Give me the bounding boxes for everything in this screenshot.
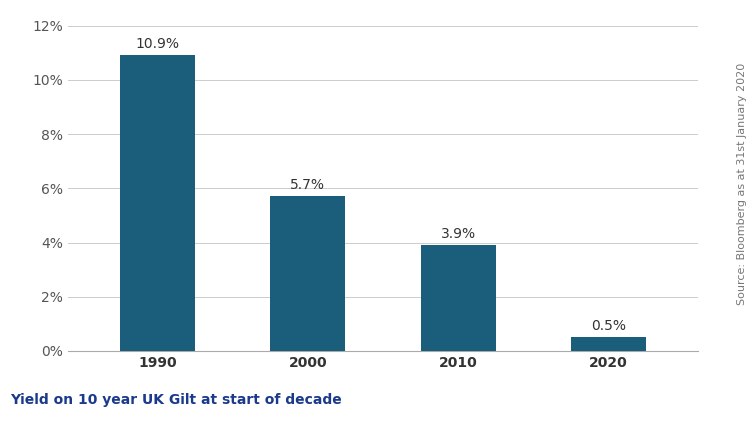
Bar: [120, 56, 195, 351]
Bar: [421, 245, 496, 351]
Text: Source: Bloomberg as at 31st January 2020: Source: Bloomberg as at 31st January 202…: [737, 63, 747, 305]
Bar: [571, 337, 646, 351]
Text: 0.5%: 0.5%: [591, 319, 626, 333]
Bar: [270, 196, 345, 351]
Text: Yield on 10 year UK Gilt at start of decade: Yield on 10 year UK Gilt at start of dec…: [11, 393, 342, 407]
Text: 5.7%: 5.7%: [291, 178, 325, 193]
Text: 10.9%: 10.9%: [136, 37, 179, 51]
Text: 3.9%: 3.9%: [441, 227, 475, 241]
